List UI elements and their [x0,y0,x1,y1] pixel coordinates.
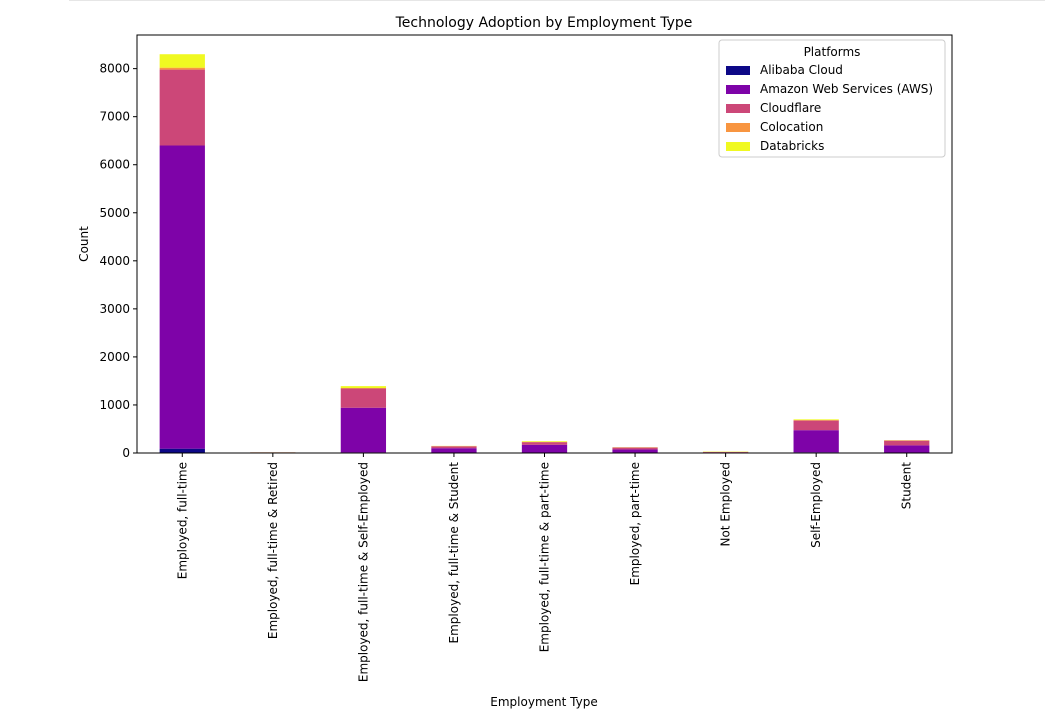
y-tick-label: 4000 [99,254,130,268]
bar-segment [340,407,387,453]
legend-swatch [726,85,750,94]
x-tick-label: Employed, full-time & Retired [266,462,280,639]
legend-label: Colocation [760,120,823,134]
legend: Platforms Alibaba Cloud Amazon Web Servic… [718,39,946,158]
y-tick-label: 1000 [99,398,130,412]
bar-segment [159,69,205,146]
y-tick-label: 3000 [99,302,130,316]
legend-title: Platforms [804,45,861,59]
x-tick-label: Employed, full-time & Self-Employed [356,462,370,682]
x-tick-label: Employed, full-time [175,462,189,579]
bar-segment [793,430,839,453]
y-axis: 0 1000 2000 3000 4000 5000 6000 7000 8000 [99,62,137,460]
bar-segment [612,447,658,450]
bar-segment [612,449,658,453]
legend-label: Cloudflare [760,101,821,115]
bar-segment [793,419,839,421]
legend-swatch [726,142,750,151]
y-tick-label: 6000 [99,158,130,172]
bar-segment [793,420,839,431]
bar-segment [340,388,387,408]
y-tick-label: 2000 [99,350,130,364]
x-tick-label: Employed, full-time & Student [447,462,461,644]
chart-title: Technology Adoption by Employment Type [395,15,693,31]
legend-label: Databricks [760,139,824,153]
y-tick-label: 0 [122,446,130,460]
bar-segment [521,441,568,442]
legend-swatch [726,66,750,75]
bar-segment [521,444,568,453]
bar-segment [159,145,205,449]
legend-items: Alibaba Cloud Amazon Web Services (AWS) Cl… [726,63,933,153]
x-tick-label: Self-Employed [809,462,823,548]
legend-label: Amazon Web Services (AWS) [760,82,933,96]
y-tick-label: 8000 [99,62,130,76]
top-border-line [69,0,1045,1]
legend-box [718,39,946,158]
legend-swatch [726,104,750,113]
legend-label: Alibaba Cloud [760,63,843,77]
legend-swatch [726,123,750,132]
x-axis-label: Employment Type [490,695,597,709]
y-tick-label: 5000 [99,206,130,220]
bar-segment [431,446,477,449]
bar-segment [340,386,387,389]
bar-segment [159,448,205,453]
bar-segment [521,442,568,445]
bar-segment [159,54,205,68]
x-tick-label: Student [900,462,914,510]
x-tick-label: Employed, full-time & part-time [538,462,552,652]
bar-segment [431,448,477,453]
bar-segment [884,445,930,453]
bar-segment [159,67,205,70]
x-tick-label: Not Employed [719,462,733,547]
y-axis-label: Count [77,226,91,262]
x-axis: Employed, full-time Employed, full-time &… [175,453,914,682]
x-tick-label: Employed, part-time [628,462,642,585]
y-tick-label: 7000 [99,110,130,124]
bar-segment [884,440,930,446]
